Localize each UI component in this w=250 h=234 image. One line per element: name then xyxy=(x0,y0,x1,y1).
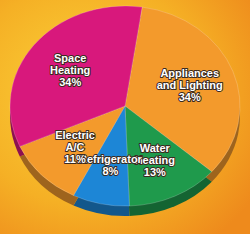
category-label: Appliancesand Lighting xyxy=(157,67,223,91)
value-label: 8% xyxy=(102,165,118,177)
value-label: 34% xyxy=(179,91,201,103)
pie xyxy=(10,6,240,216)
chart: Appliancesand Lighting34%WaterHeating13%… xyxy=(0,0,250,234)
category-label: SpaceHeating xyxy=(50,52,90,76)
slice xyxy=(10,6,142,146)
value-label: 13% xyxy=(144,166,166,178)
background xyxy=(0,0,250,234)
pie-top xyxy=(10,6,240,206)
category-label: Refrigerator xyxy=(79,153,143,165)
slice xyxy=(125,7,240,172)
data-labels: Appliancesand Lighting34%WaterHeating13%… xyxy=(50,52,223,179)
value-label: 34% xyxy=(59,76,81,88)
category-label: ElectricA/C xyxy=(55,129,95,153)
value-label: 11% xyxy=(64,153,86,165)
